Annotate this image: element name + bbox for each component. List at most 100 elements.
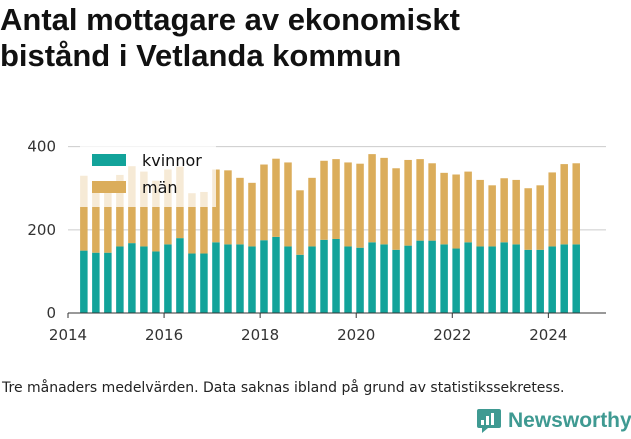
bar-kvinnor [428,240,436,313]
bar-kvinnor [476,246,484,313]
newsworthy-logo: Newsworthy [476,408,631,434]
bar-kvinnor [344,246,352,313]
bar-man [248,182,256,247]
bar-man [440,172,448,245]
bar-man [572,163,580,245]
legend-label-kvinnor: kvinnor [142,151,202,170]
bar-man [236,177,244,245]
bar-kvinnor [560,244,568,313]
bar-man [452,174,460,249]
bar-man [368,154,376,243]
bar-kvinnor [512,244,520,313]
bar-kvinnor [368,242,376,313]
x-tick-label: 2020 [337,326,375,344]
bar-kvinnor [440,244,448,313]
bar-kvinnor [464,242,472,313]
bar-man [392,168,400,250]
bar-kvinnor [284,246,292,313]
newsworthy-logo-text: Newsworthy [508,409,631,432]
bar-man [140,171,148,247]
bar-kvinnor [296,254,304,313]
bar-kvinnor [200,253,208,313]
bar-kvinnor [500,242,508,313]
bar-kvinnor [140,246,148,313]
bar-kvinnor [248,246,256,313]
x-tick-label: 2022 [433,326,471,344]
bar-kvinnor [272,236,280,313]
legend-box [80,143,216,207]
bar-man [416,159,424,241]
bar-man [488,185,496,247]
footnote: Tre månaders medelvärden. Data saknas ib… [2,380,565,396]
bar-kvinnor [224,244,232,313]
newsworthy-logo-icon [477,409,501,433]
bar-man [224,170,232,245]
bar-man [524,188,532,250]
bar-kvinnor [236,244,244,313]
bar-man [260,164,268,241]
axes: 0 200 400 2014 2016 2018 2020 2022 2024 [27,138,606,344]
bar-man [512,179,520,245]
bar-man [104,185,112,253]
y-tick-label: 200 [27,221,56,239]
bar-kvinnor [524,249,532,313]
bar-man [284,162,292,247]
bar-kvinnor [164,244,172,313]
x-tick-label: 2016 [145,326,183,344]
bar-kvinnor [392,249,400,313]
bar-kvinnor [152,251,160,313]
legend-swatch-man [92,181,126,193]
y-tick-label: 400 [27,138,56,156]
bar-kvinnor [452,248,460,313]
x-tick-label: 2018 [241,326,279,344]
chart-title-line-2: bistånd i Vetlanda kommun [0,38,402,73]
bar-man [272,158,280,237]
bar-kvinnor [488,246,496,313]
bar-man [80,175,88,251]
bar-man [380,157,388,245]
bar-kvinnor [416,240,424,313]
bar-kvinnor [332,238,340,313]
bar-kvinnor [572,244,580,313]
bar-kvinnor [176,238,184,313]
legend: kvinnor män [80,143,216,207]
bar-kvinnor [188,253,196,313]
legend-swatch-kvinnor [92,154,126,166]
bar-man [320,160,328,240]
bar-man [116,174,124,247]
bar-man [428,163,436,241]
bar-kvinnor [320,239,328,313]
bar-man [404,159,412,246]
bar-man [92,181,100,253]
bar-kvinnor [80,250,88,313]
bar-kvinnor [104,252,112,313]
y-tick-label: 0 [46,304,56,322]
bar-kvinnor [548,246,556,313]
bar-kvinnor [356,247,364,313]
bar-man [152,180,160,252]
chart-title: Antal mottagare av ekonomiskt bistånd i … [0,2,625,74]
bar-man [308,177,316,247]
bar-man [560,164,568,245]
chart-title-line-1: Antal mottagare av ekonomiskt [0,2,460,37]
bar-man [296,190,304,255]
bar-man [476,179,484,247]
x-tick-label: 2014 [49,326,87,344]
bar-man [344,162,352,247]
legend-label-man: män [142,178,178,197]
bar-kvinnor [260,240,268,313]
bar-man [188,193,196,254]
bar-kvinnor [308,246,316,313]
x-tick-label: 2024 [529,326,567,344]
bar-kvinnor [116,246,124,313]
bar-man [536,185,544,250]
bar-kvinnor [536,249,544,313]
bar-man [200,191,208,254]
bar-man [356,163,364,248]
bar-kvinnor [128,243,136,313]
bar-kvinnor [212,242,220,313]
bar-kvinnor [380,244,388,313]
bar-kvinnor [404,245,412,313]
bar-man [500,178,508,243]
